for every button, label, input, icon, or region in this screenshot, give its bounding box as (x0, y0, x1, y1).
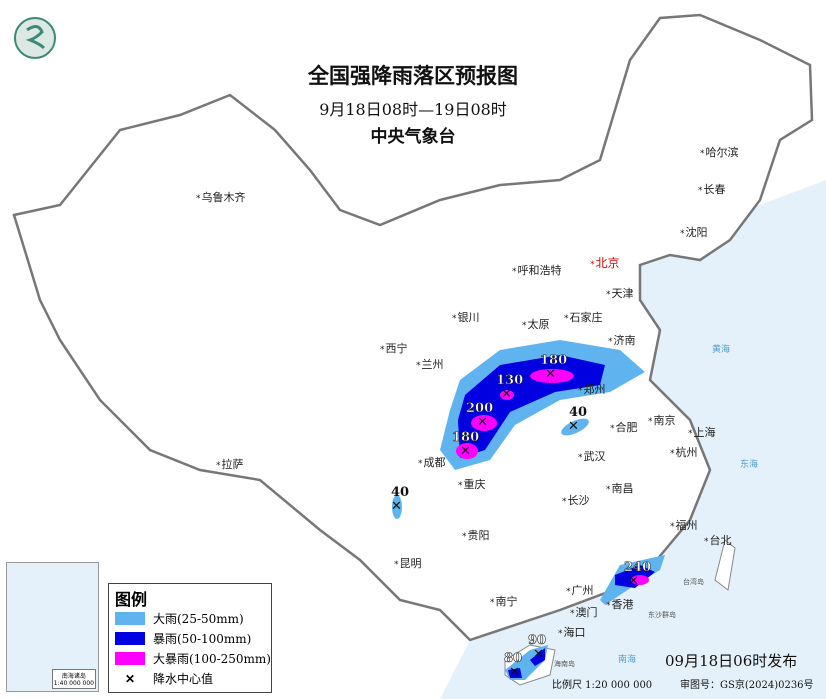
legend-item-rainstorm: 暴雨(50-100mm) (115, 630, 251, 647)
rain-area-heavy-rain (561, 418, 589, 436)
rain-center-value: 180 (540, 353, 568, 368)
x-mark-icon: ✕ (501, 387, 512, 402)
x-mark-icon: ✕ (124, 671, 136, 686)
legend-label: 暴雨(50-100mm) (153, 632, 252, 646)
island-label: 台湾岛 (683, 578, 704, 586)
city-label: 昆明 (394, 557, 422, 572)
island-label: 东沙群岛 (648, 611, 676, 619)
city-label: 杭州 (670, 446, 698, 461)
rain-center-value: 80 (504, 651, 523, 666)
city-label: 合肥 (610, 421, 638, 436)
x-mark-icon: ✕ (533, 647, 544, 662)
x-mark-icon: ✕ (391, 499, 402, 514)
south-china-sea-inset: 南海诸岛 1:40 000 000 (6, 562, 99, 692)
city-label: 西宁 (380, 342, 408, 357)
x-mark-icon: ✕ (460, 444, 471, 459)
city-label: 上海 (688, 426, 716, 441)
rain-center-value: 40 (569, 405, 588, 420)
issuer: 中央气象台 (370, 127, 456, 147)
city-label: 兰州 (416, 358, 444, 373)
x-mark-icon: ✕ (568, 419, 579, 434)
map-title: 全国强降雨落区预报图 (308, 63, 518, 88)
legend-label: 大雨(25-50mm) (153, 612, 244, 626)
x-mark-icon: ✕ (628, 574, 639, 589)
city-label: 郑州 (578, 383, 606, 398)
rain-area-heavy-rainstorm (500, 390, 514, 400)
city-label: 成都 (418, 456, 446, 471)
city-label: 天津 (606, 287, 634, 302)
city-label: 广州 (566, 584, 594, 599)
city-label: 福州 (670, 519, 698, 534)
taiwan-island (714, 539, 736, 591)
rain-area-rainstorm-north (458, 355, 605, 458)
forecast-period: 9月18日08时—19日08时 (319, 100, 507, 119)
sea-label: 黄海 (712, 345, 731, 355)
legend-title: 图例 (115, 590, 148, 609)
city-label: 长春 (698, 183, 726, 198)
city-label: 呼和浩特 (512, 264, 562, 279)
city-label: 拉萨 (216, 458, 244, 473)
city-label: 南京 (648, 414, 676, 429)
x-mark-icon: ✕ (545, 367, 556, 382)
release-time: 09月18日06时发布 (665, 652, 798, 670)
inset-label: 南海诸岛 (61, 673, 86, 680)
rain-area-hainan-rainstorm (508, 648, 545, 678)
rain-center-value: 40 (391, 485, 410, 500)
map-approval-number: 审图号：GS京(2024)0236号 (680, 680, 814, 691)
city-label: 乌鲁木齐 (196, 191, 246, 206)
rain-center-value: 130 (496, 373, 524, 388)
city-label: 香港 (606, 598, 634, 613)
sea-label: 东海 (740, 460, 759, 470)
inset-scale: 1:40 000 000 (53, 680, 94, 687)
city-label: 哈尔滨 (700, 146, 739, 161)
rain-area-heavy-rain (392, 495, 402, 519)
city-label: 沈阳 (680, 226, 708, 241)
island-label: 海南岛 (554, 660, 575, 668)
rain-area-heavy-rainstorm (471, 415, 497, 431)
city-label: 石家庄 (564, 311, 603, 326)
rain-center-value: 90 (528, 633, 547, 648)
city-label: 海口 (558, 626, 586, 641)
city-label: 重庆 (458, 478, 486, 493)
rain-center-value: 240 (624, 560, 652, 575)
city-label: 济南 (608, 334, 636, 349)
rain-area-heavy-rainstorm (456, 443, 478, 459)
x-mark-icon: ✕ (509, 665, 520, 680)
legend-item-heavy-rainstorm: 大暴雨(100-250mm) (115, 650, 271, 667)
city-label: 银川 (452, 311, 480, 326)
legend-label: 降水中心值 (153, 672, 214, 686)
city-label: 武汉 (578, 450, 606, 465)
sea-label: 南海 (618, 655, 637, 665)
city-label: 贵阳 (462, 529, 490, 544)
legend-item-rain-center: ✕ 降水中心值 (115, 670, 213, 687)
city-label: 南昌 (606, 482, 634, 497)
x-mark-icon: ✕ (477, 415, 488, 430)
city-label: 长沙 (562, 494, 590, 509)
city-label: 太原 (522, 318, 550, 333)
map-scale: 比例尺 1:20 000 000 (552, 680, 653, 691)
rain-area-heavy-rainstorm (530, 369, 574, 383)
rain-center-value: 180 (452, 430, 480, 445)
rain-center-value: 200 (466, 401, 494, 416)
legend-label: 大暴雨(100-250mm) (153, 652, 271, 666)
city-label: 台北 (704, 534, 732, 549)
city-label: 南宁 (490, 595, 518, 610)
legend: 图例 大雨(25-50mm) 暴雨(50-100mm) 大暴雨(100-250m… (108, 583, 272, 693)
capital-label: 北京 (590, 257, 620, 272)
legend-item-heavy-rain: 大雨(25-50mm) (115, 610, 244, 627)
city-label: 澳门 (570, 606, 598, 621)
rain-area-heavy-rainstorm (631, 575, 649, 585)
